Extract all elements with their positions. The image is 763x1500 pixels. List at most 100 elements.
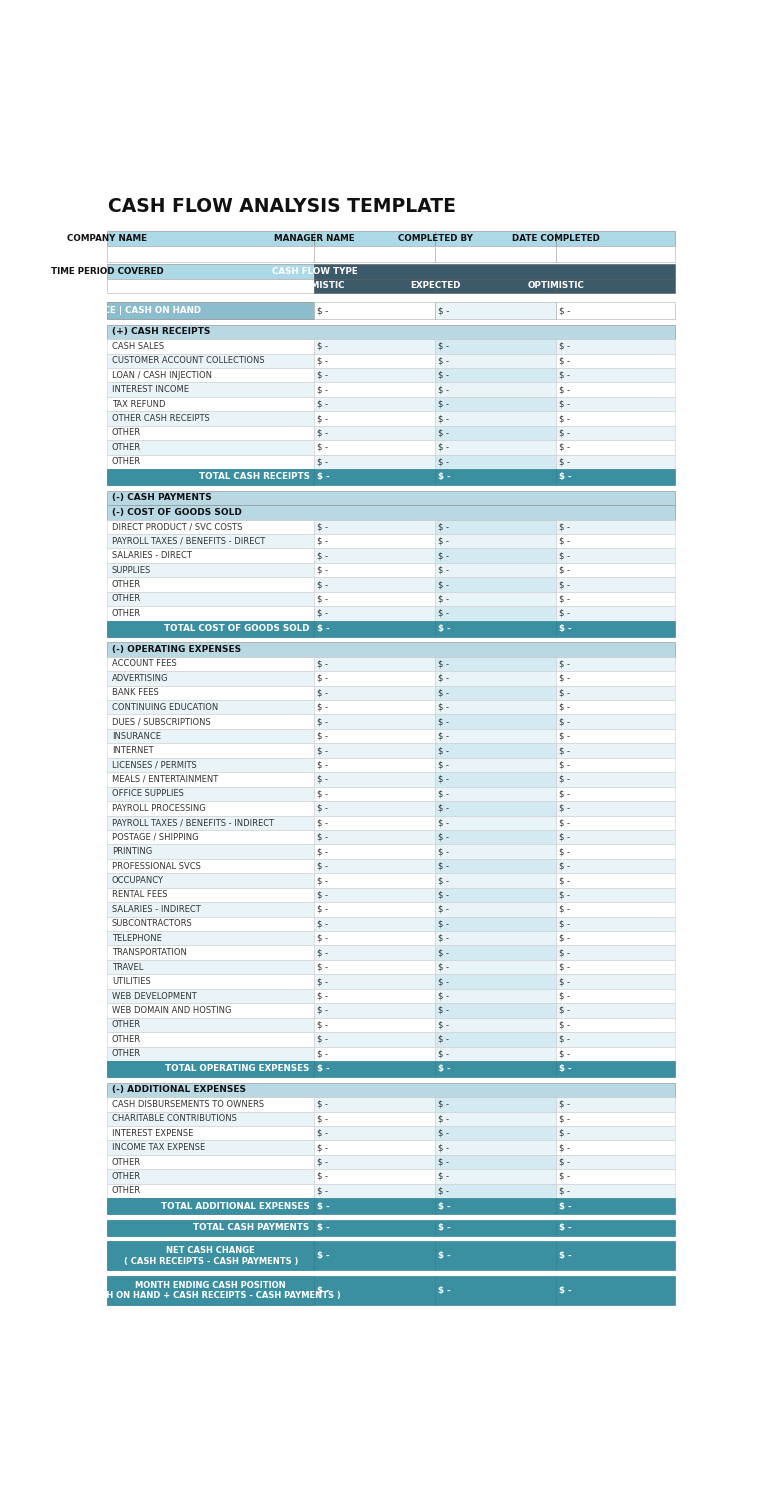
Text: $ -: $ - [438, 537, 449, 546]
Bar [314, 398, 436, 411]
Text: UTILITIES: UTILITIES [112, 976, 150, 986]
Bar [107, 1017, 314, 1032]
Text: $ -: $ - [559, 624, 571, 633]
Bar [556, 816, 675, 830]
Text: LOAN / CASH INJECTION: LOAN / CASH INJECTION [112, 370, 212, 380]
Text: $ -: $ - [559, 1251, 571, 1260]
Text: $ -: $ - [317, 609, 328, 618]
Text: $ -: $ - [559, 1050, 570, 1059]
Bar [107, 264, 314, 279]
Text: ACCOUNT FEES: ACCOUNT FEES [112, 660, 177, 669]
Bar [556, 621, 675, 636]
Bar [314, 1017, 436, 1032]
Text: $ -: $ - [559, 386, 570, 394]
Bar [436, 1242, 556, 1270]
Bar [314, 988, 436, 1004]
Text: $ -: $ - [438, 566, 449, 574]
Bar [556, 975, 675, 988]
Text: $ -: $ - [559, 660, 570, 669]
Text: $ -: $ - [559, 976, 570, 986]
Text: OTHER: OTHER [112, 1035, 141, 1044]
Bar [556, 960, 675, 975]
Bar [556, 1184, 675, 1198]
Text: (-) ADDITIONAL EXPENSES: (-) ADDITIONAL EXPENSES [112, 1086, 246, 1095]
Text: INSURANCE: INSURANCE [112, 732, 161, 741]
Text: $ -: $ - [438, 920, 449, 928]
Bar [556, 534, 675, 549]
Text: $ -: $ - [317, 1172, 328, 1180]
Bar [436, 902, 556, 916]
Text: (-) OPERATING EXPENSES: (-) OPERATING EXPENSES [112, 645, 241, 654]
Text: $ -: $ - [559, 1158, 570, 1167]
Bar [556, 945, 675, 960]
Text: $ -: $ - [317, 1222, 330, 1232]
Text: $ -: $ - [438, 624, 451, 633]
Bar [314, 1032, 436, 1047]
Text: PAYROLL TAXES / BENEFITS - INDIRECT: PAYROLL TAXES / BENEFITS - INDIRECT [112, 819, 274, 828]
Text: $ -: $ - [317, 1114, 328, 1124]
Bar [436, 1276, 556, 1305]
Bar [436, 729, 556, 744]
Bar [107, 888, 314, 902]
Text: $ -: $ - [438, 891, 449, 900]
Bar [436, 1198, 556, 1214]
Text: $ -: $ - [317, 537, 328, 546]
Bar [107, 506, 675, 519]
Text: $ -: $ - [438, 804, 449, 813]
Text: $ -: $ - [438, 458, 449, 466]
Text: CASH FLOW TYPE: CASH FLOW TYPE [272, 267, 357, 276]
Text: $ -: $ - [317, 442, 328, 452]
Bar [436, 1220, 556, 1236]
Text: $ -: $ - [438, 442, 449, 452]
Text: $ -: $ - [438, 1251, 451, 1260]
Text: $ -: $ - [559, 674, 570, 682]
Text: $ -: $ - [317, 1020, 328, 1029]
Text: $ -: $ - [317, 934, 328, 944]
Text: $ -: $ - [438, 1158, 449, 1167]
Text: $ -: $ - [559, 1007, 570, 1016]
Text: $ -: $ - [559, 537, 570, 546]
Bar [556, 988, 675, 1004]
Bar [314, 246, 436, 262]
Bar [556, 902, 675, 916]
Text: INTEREST INCOME: INTEREST INCOME [112, 386, 189, 394]
Bar [436, 606, 556, 621]
Bar [314, 1170, 436, 1184]
Bar [436, 1170, 556, 1184]
Text: COMPLETED BY: COMPLETED BY [398, 234, 473, 243]
Text: $ -: $ - [438, 976, 449, 986]
Bar [556, 714, 675, 729]
Bar [556, 916, 675, 932]
Text: $ -: $ - [559, 833, 570, 842]
Text: PROFESSIONAL SVCS: PROFESSIONAL SVCS [112, 861, 201, 870]
Text: TOTAL CASH PAYMENTS: TOTAL CASH PAYMENTS [194, 1222, 310, 1232]
Bar [107, 1004, 314, 1017]
Bar [107, 398, 314, 411]
Text: $ -: $ - [559, 370, 570, 380]
Bar [314, 1060, 436, 1077]
Bar [314, 606, 436, 621]
Bar [436, 279, 556, 292]
Bar [107, 830, 314, 844]
Text: $ -: $ - [559, 1222, 571, 1232]
Bar [556, 562, 675, 578]
Text: $ -: $ - [559, 522, 570, 531]
Text: DATE COMPLETED: DATE COMPLETED [512, 234, 600, 243]
Bar [556, 368, 675, 382]
Text: $ -: $ - [317, 920, 328, 928]
Text: $ -: $ - [317, 891, 328, 900]
Bar [107, 1060, 314, 1077]
Text: $ -: $ - [317, 1202, 330, 1210]
Bar [556, 231, 675, 246]
Bar [107, 303, 314, 320]
Bar [556, 382, 675, 398]
Bar [436, 988, 556, 1004]
Text: $ -: $ - [317, 1251, 330, 1260]
Bar [314, 264, 675, 279]
Text: $ -: $ - [559, 1172, 570, 1180]
Bar [314, 844, 436, 859]
Bar [556, 279, 675, 292]
Bar [556, 1170, 675, 1184]
Text: $ -: $ - [317, 414, 328, 423]
Text: $ -: $ - [438, 370, 449, 380]
